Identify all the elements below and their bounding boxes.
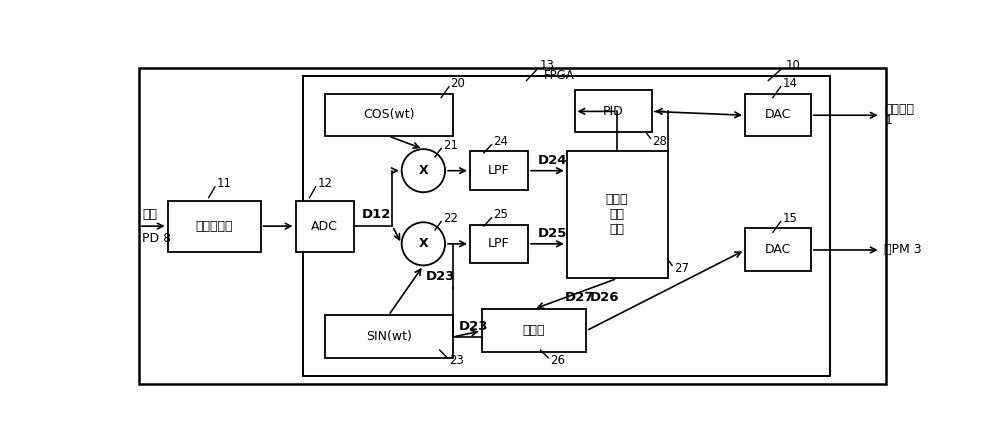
Text: 移相器: 移相器 (523, 324, 545, 337)
Text: 22: 22 (443, 212, 458, 225)
Bar (470, 224, 528, 263)
Bar (325, 316, 453, 358)
Text: 25: 25 (493, 208, 508, 221)
Text: PD 8: PD 8 (142, 232, 171, 245)
Bar (303, 76, 830, 376)
Bar (745, 228, 811, 271)
Bar (325, 94, 453, 136)
Text: 13: 13 (540, 59, 554, 72)
Text: DAC: DAC (765, 243, 791, 256)
Text: 20: 20 (450, 77, 465, 90)
Text: SIN(wt): SIN(wt) (366, 330, 412, 343)
Text: 至激光器: 至激光器 (885, 102, 914, 116)
Bar (296, 202, 354, 252)
Text: D25: D25 (537, 228, 567, 240)
Text: DAC: DAC (765, 108, 791, 121)
Text: D24: D24 (537, 154, 567, 167)
Text: 来自: 来自 (142, 208, 157, 222)
Text: COS(wt): COS(wt) (363, 108, 415, 121)
Bar (574, 90, 652, 132)
Text: 12: 12 (317, 177, 332, 190)
Text: PID: PID (603, 105, 624, 118)
Text: 15: 15 (782, 212, 797, 225)
Bar (470, 152, 528, 190)
Text: 前处理电路: 前处理电路 (195, 220, 233, 233)
Text: D12: D12 (361, 208, 391, 221)
Text: X: X (419, 164, 428, 177)
Text: 28: 28 (652, 135, 667, 148)
Text: LPF: LPF (488, 237, 510, 250)
Text: 至PM 3: 至PM 3 (885, 244, 922, 257)
Text: 23: 23 (449, 354, 464, 367)
Text: 相位差
计算
模块: 相位差 计算 模块 (606, 194, 628, 236)
Text: 11: 11 (216, 177, 231, 190)
Bar (168, 202, 261, 252)
Text: D27: D27 (565, 291, 595, 304)
Text: X: X (419, 237, 428, 250)
Text: D26: D26 (590, 291, 620, 304)
Text: 14: 14 (782, 77, 797, 90)
Text: 24: 24 (493, 135, 508, 148)
Text: 27: 27 (674, 262, 689, 275)
Bar (482, 309, 586, 352)
Text: LPF: LPF (488, 164, 510, 177)
Bar (567, 152, 668, 278)
Text: D23: D23 (458, 320, 488, 333)
Text: ADC: ADC (311, 220, 338, 233)
Text: 26: 26 (550, 354, 565, 367)
Text: D23: D23 (426, 270, 455, 283)
Text: 10: 10 (785, 59, 800, 72)
Text: 21: 21 (443, 139, 458, 152)
Text: 1: 1 (885, 114, 892, 127)
Text: FPGA: FPGA (544, 69, 574, 82)
Bar (745, 94, 811, 136)
